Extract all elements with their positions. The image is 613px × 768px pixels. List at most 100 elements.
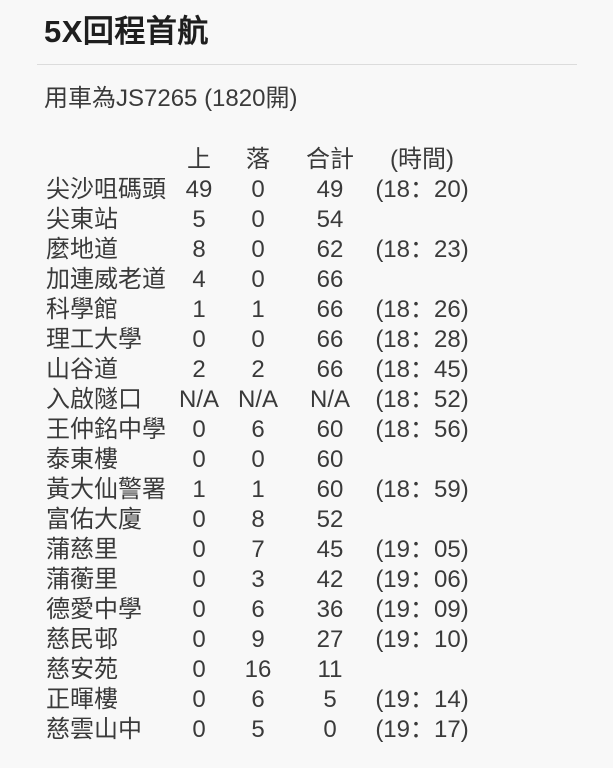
alight-count-cell: 8: [251, 506, 265, 533]
board-count-cell: 0: [192, 626, 206, 653]
board-count-cell: 0: [192, 416, 206, 443]
station-cell: 入啟隧口: [46, 386, 142, 413]
total-count-cell: 54: [316, 206, 344, 233]
title-divider: [37, 64, 577, 65]
vehicle-note: 用車為JS7265 (1820開): [44, 85, 298, 112]
station-cell: 慈雲山中: [46, 716, 142, 743]
alight-count-cell: 9: [251, 626, 265, 653]
time-cell: (19：17): [375, 716, 469, 743]
alight-count-cell: 1: [251, 296, 265, 323]
board-count-cell: 2: [192, 356, 206, 383]
station-cell: 富佑大廈: [46, 506, 142, 533]
station-cell: 泰東樓: [46, 446, 118, 473]
station-cell: 尖東站: [46, 206, 118, 233]
time-cell: (19：14): [375, 686, 469, 713]
board-count-cell: 0: [192, 326, 206, 353]
station-cell: 尖沙咀碼頭: [46, 176, 166, 203]
time-cell: (18：26): [375, 296, 469, 323]
station-cell: 慈安苑: [46, 656, 118, 683]
table-row: 黃大仙警署 1 1 60 (18：59): [0, 475, 613, 505]
alight-count-cell: 0: [251, 266, 265, 293]
time-cell: (19：09): [375, 596, 469, 623]
station-cell: 黃大仙警署: [46, 476, 166, 503]
trip-table: 上 落 合計 (時間) 尖沙咀碼頭 49 0 49 (18：20) 尖東站 5 …: [0, 145, 613, 745]
board-count-cell: 1: [192, 296, 206, 323]
table-row: 王仲銘中學 0 6 60 (18：56): [0, 415, 613, 445]
total-count-cell: 62: [316, 236, 344, 263]
total-count-cell: N/A: [309, 386, 350, 413]
station-cell: 王仲銘中學: [46, 416, 166, 443]
total-count-cell: 11: [317, 656, 343, 683]
time-cell: (18：20): [375, 176, 469, 203]
station-cell: 正暉樓: [46, 686, 118, 713]
table-row: 富佑大廈 0 8 52: [0, 505, 613, 535]
trip-table-body: 尖沙咀碼頭 49 0 49 (18：20) 尖東站 5 0 54 麼地道 8 0…: [0, 175, 613, 745]
board-count-cell: 0: [192, 506, 206, 533]
alight-count-cell: 16: [244, 656, 272, 683]
board-count-cell: 0: [192, 656, 206, 683]
total-count-cell: 66: [316, 266, 344, 293]
alight-count-cell: 5: [251, 716, 265, 743]
time-cell: (18：45): [375, 356, 469, 383]
total-count-cell: 66: [316, 296, 344, 323]
board-count-cell: 0: [192, 566, 206, 593]
total-count-cell: 66: [316, 326, 344, 353]
station-cell: 麼地道: [46, 236, 118, 263]
table-row: 科學館 1 1 66 (18：26): [0, 295, 613, 325]
station-cell: 蒲慈里: [46, 536, 118, 563]
total-count-cell: 66: [316, 356, 344, 383]
alight-count-cell: 0: [251, 206, 265, 233]
alight-count-cell: 7: [251, 536, 265, 563]
station-cell: 德愛中學: [46, 596, 142, 623]
time-cell: (18：23): [375, 236, 469, 263]
total-count-cell: 45: [316, 536, 344, 563]
station-cell: 科學館: [46, 296, 118, 323]
total-count-cell: 27: [316, 626, 344, 653]
total-count-cell: 60: [316, 476, 344, 503]
board-count-cell: 4: [192, 266, 206, 293]
table-row: 慈安苑 0 16 11: [0, 655, 613, 685]
station-cell: 山谷道: [46, 356, 118, 383]
alight-count-cell: 0: [251, 446, 265, 473]
total-count-cell: 0: [323, 716, 337, 743]
station-cell: 加連威老道: [46, 266, 166, 293]
alight-count-cell: N/A: [237, 386, 278, 413]
time-column-header: (時間): [390, 146, 454, 173]
alight-count-cell: 2: [251, 356, 265, 383]
table-row: 蒲慈里 0 7 45 (19：05): [0, 535, 613, 565]
table-row: 泰東樓 0 0 60: [0, 445, 613, 475]
time-cell: (18：56): [375, 416, 469, 443]
alight-count-cell: 1: [251, 476, 265, 503]
time-cell: (19：10): [375, 626, 469, 653]
total-column-header: 合計: [306, 146, 354, 173]
board-count-cell: 1: [192, 476, 206, 503]
alight-column-header: 落: [246, 146, 270, 173]
board-count-cell: N/A: [178, 386, 219, 413]
board-count-cell: 0: [192, 536, 206, 563]
alight-count-cell: 6: [251, 416, 265, 443]
total-count-cell: 36: [316, 596, 344, 623]
board-count-cell: 0: [192, 446, 206, 473]
board-count-cell: 0: [192, 716, 206, 743]
table-row: 慈雲山中 0 5 0 (19：17): [0, 715, 613, 745]
time-cell: (18：59): [375, 476, 469, 503]
station-cell: 理工大學: [46, 326, 142, 353]
total-count-cell: 52: [316, 506, 344, 533]
total-count-cell: 5: [323, 686, 337, 713]
time-cell: (18：28): [375, 326, 469, 353]
alight-count-cell: 0: [251, 236, 265, 263]
post-page: 5X回程首航 用車為JS7265 (1820開) 上 落 合計 (時間) 尖沙咀…: [0, 14, 613, 745]
board-count-cell: 49: [185, 176, 213, 203]
alight-count-cell: 0: [251, 326, 265, 353]
station-cell: 慈民邨: [46, 626, 118, 653]
board-column-header: 上: [187, 146, 211, 173]
table-row: 入啟隧口 N/A N/A N/A (18：52): [0, 385, 613, 415]
table-row: 尖沙咀碼頭 49 0 49 (18：20): [0, 175, 613, 205]
table-row: 理工大學 0 0 66 (18：28): [0, 325, 613, 355]
table-row: 慈民邨 0 9 27 (19：10): [0, 625, 613, 655]
table-row: 加連威老道 4 0 66: [0, 265, 613, 295]
table-row: 尖東站 5 0 54: [0, 205, 613, 235]
total-count-cell: 60: [316, 416, 344, 443]
table-header-row: 上 落 合計 (時間): [0, 145, 613, 175]
alight-count-cell: 0: [251, 176, 265, 203]
